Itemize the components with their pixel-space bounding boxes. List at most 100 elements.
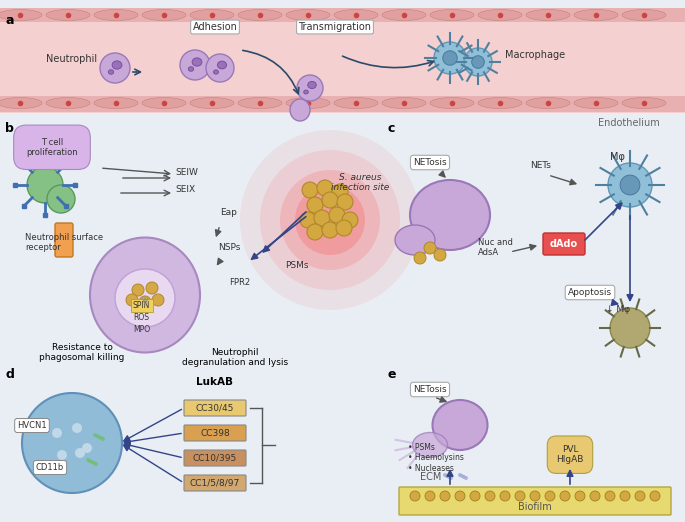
Circle shape bbox=[605, 491, 615, 501]
Ellipse shape bbox=[192, 58, 202, 66]
Text: CC1/5/8/97: CC1/5/8/97 bbox=[190, 479, 240, 488]
Circle shape bbox=[440, 491, 450, 501]
Text: NSPs: NSPs bbox=[218, 243, 240, 252]
FancyBboxPatch shape bbox=[543, 233, 585, 255]
Text: ↓ Mφ: ↓ Mφ bbox=[606, 305, 630, 314]
Circle shape bbox=[322, 222, 338, 238]
Ellipse shape bbox=[238, 98, 282, 109]
Circle shape bbox=[206, 54, 234, 82]
Bar bbox=[0, 8, 685, 22]
Text: HVCN1: HVCN1 bbox=[17, 421, 47, 430]
Circle shape bbox=[300, 212, 316, 228]
Text: Eap: Eap bbox=[220, 208, 237, 217]
Circle shape bbox=[455, 491, 465, 501]
Ellipse shape bbox=[46, 98, 90, 109]
Circle shape bbox=[180, 50, 210, 80]
Text: NETosis: NETosis bbox=[413, 158, 447, 167]
Ellipse shape bbox=[334, 9, 378, 20]
Ellipse shape bbox=[0, 9, 42, 20]
Circle shape bbox=[97, 435, 101, 439]
Text: CD11b: CD11b bbox=[36, 463, 64, 472]
Text: NETosis: NETosis bbox=[413, 385, 447, 394]
Circle shape bbox=[52, 428, 62, 438]
Circle shape bbox=[620, 491, 630, 501]
FancyBboxPatch shape bbox=[55, 223, 73, 257]
Circle shape bbox=[424, 242, 436, 254]
Circle shape bbox=[139, 296, 151, 308]
Circle shape bbox=[260, 150, 400, 290]
Circle shape bbox=[458, 473, 462, 477]
Circle shape bbox=[342, 212, 358, 228]
Ellipse shape bbox=[412, 433, 447, 457]
Circle shape bbox=[462, 475, 466, 479]
Circle shape bbox=[75, 448, 85, 458]
Text: Biofilm: Biofilm bbox=[518, 502, 552, 512]
Circle shape bbox=[94, 462, 98, 466]
Text: • PSMs
• Haemolysins
• Nucleases: • PSMs • Haemolysins • Nucleases bbox=[408, 443, 464, 473]
Circle shape bbox=[57, 450, 67, 460]
Circle shape bbox=[101, 437, 105, 441]
Circle shape bbox=[443, 473, 447, 477]
Circle shape bbox=[650, 491, 660, 501]
Circle shape bbox=[336, 220, 352, 236]
Ellipse shape bbox=[303, 90, 308, 94]
Circle shape bbox=[414, 252, 426, 264]
Circle shape bbox=[445, 474, 449, 478]
FancyBboxPatch shape bbox=[184, 400, 246, 416]
Text: S. aureus
infection site: S. aureus infection site bbox=[331, 173, 389, 192]
Circle shape bbox=[92, 461, 96, 465]
Circle shape bbox=[610, 308, 650, 348]
Text: Resistance to
phagosomal killing: Resistance to phagosomal killing bbox=[39, 342, 125, 362]
Text: SEIX: SEIX bbox=[175, 185, 195, 194]
Circle shape bbox=[88, 459, 92, 463]
Ellipse shape bbox=[217, 61, 227, 69]
Circle shape bbox=[240, 130, 420, 310]
Circle shape bbox=[425, 491, 435, 501]
Circle shape bbox=[560, 491, 570, 501]
Ellipse shape bbox=[190, 9, 234, 20]
Text: a: a bbox=[5, 14, 14, 27]
Text: PSMs: PSMs bbox=[285, 261, 308, 270]
Text: Neutrophil: Neutrophil bbox=[47, 54, 97, 64]
Circle shape bbox=[530, 491, 540, 501]
Ellipse shape bbox=[94, 9, 138, 20]
FancyBboxPatch shape bbox=[399, 487, 671, 515]
Circle shape bbox=[434, 42, 466, 74]
Ellipse shape bbox=[432, 400, 488, 450]
Text: CC398: CC398 bbox=[200, 429, 230, 437]
Text: SPIN: SPIN bbox=[133, 301, 151, 310]
Circle shape bbox=[575, 491, 585, 501]
Text: ECM: ECM bbox=[420, 472, 441, 482]
Ellipse shape bbox=[190, 98, 234, 109]
Circle shape bbox=[590, 491, 600, 501]
Ellipse shape bbox=[0, 98, 42, 109]
FancyBboxPatch shape bbox=[184, 450, 246, 466]
Circle shape bbox=[132, 284, 144, 296]
Ellipse shape bbox=[46, 9, 90, 20]
Text: dAdo: dAdo bbox=[550, 239, 578, 249]
Ellipse shape bbox=[478, 9, 522, 20]
Circle shape bbox=[302, 182, 318, 198]
Ellipse shape bbox=[308, 81, 316, 89]
Text: Macrophage: Macrophage bbox=[505, 50, 565, 60]
Circle shape bbox=[620, 175, 640, 195]
Text: CC10/395: CC10/395 bbox=[193, 454, 237, 462]
Circle shape bbox=[500, 491, 510, 501]
FancyBboxPatch shape bbox=[184, 475, 246, 491]
Text: PVL
HlgAB: PVL HlgAB bbox=[556, 445, 584, 465]
Text: Nuc and
AdsA: Nuc and AdsA bbox=[478, 238, 513, 257]
Ellipse shape bbox=[290, 99, 310, 121]
Text: Transmigration: Transmigration bbox=[299, 22, 371, 32]
Circle shape bbox=[100, 53, 130, 83]
Ellipse shape bbox=[112, 61, 122, 69]
Ellipse shape bbox=[22, 393, 122, 493]
Ellipse shape bbox=[526, 98, 570, 109]
Ellipse shape bbox=[90, 238, 200, 352]
Ellipse shape bbox=[214, 70, 219, 74]
Circle shape bbox=[449, 476, 453, 480]
Circle shape bbox=[126, 294, 138, 306]
Text: Neutrophil
degranulation and lysis: Neutrophil degranulation and lysis bbox=[182, 348, 288, 367]
Ellipse shape bbox=[115, 269, 175, 327]
Text: d: d bbox=[5, 368, 14, 381]
Text: c: c bbox=[388, 122, 395, 135]
